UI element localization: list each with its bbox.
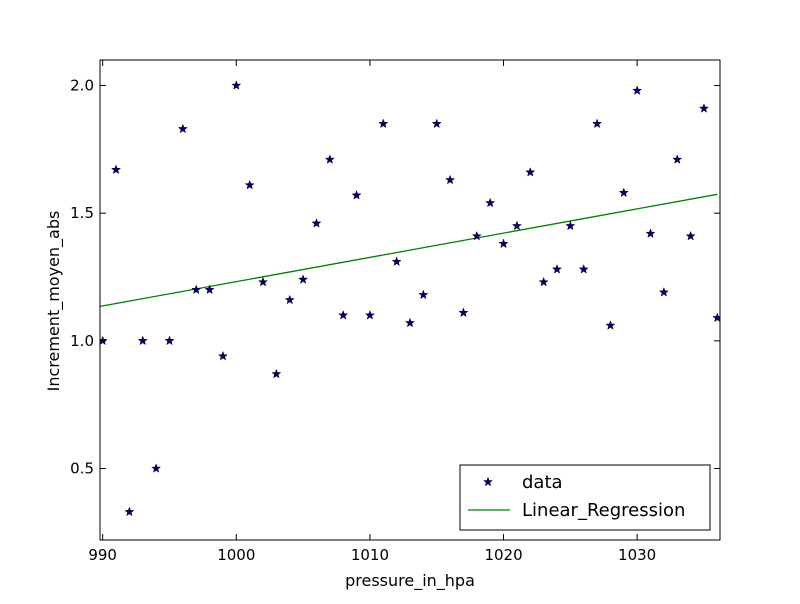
data-point (191, 284, 202, 295)
data-point (137, 335, 148, 346)
data-point (124, 506, 135, 517)
data-point (672, 154, 683, 164)
data-point (351, 189, 362, 200)
data-point (338, 309, 349, 320)
data-point (605, 320, 616, 330)
data-point (204, 284, 215, 295)
data-point (698, 103, 710, 113)
data-point (298, 274, 309, 284)
legend-box (459, 464, 711, 531)
data-point (311, 218, 322, 228)
legend: data Linear_Regression (459, 464, 711, 531)
data-point (511, 220, 522, 231)
data-point (525, 167, 536, 177)
x-tick-label: 1030 (618, 546, 656, 564)
data-point (404, 317, 416, 328)
data-point (551, 264, 563, 274)
legend-marker-data (482, 476, 494, 487)
data-point (538, 276, 549, 287)
data-point (565, 220, 576, 231)
data-point (485, 197, 496, 208)
data-point (284, 294, 295, 305)
y-tick-label: 1.5 (70, 204, 94, 222)
data-point (151, 463, 162, 473)
plot-frame (99, 59, 721, 541)
data-point (445, 174, 456, 185)
data-point (324, 154, 335, 164)
data-point (271, 368, 282, 379)
data-point (591, 118, 603, 129)
legend-label-data: data (522, 472, 563, 493)
data-point (658, 287, 669, 297)
data-point (471, 230, 482, 241)
data-point (645, 228, 656, 238)
data-point (712, 312, 720, 323)
data-point (217, 350, 229, 361)
data-point (164, 335, 175, 346)
y-axis-label: Increment_moyen_abs (44, 211, 64, 392)
plot-area (100, 80, 720, 517)
x-tick-label: 1010 (351, 546, 389, 564)
x-axis-label: pressure_in_hpa (345, 571, 475, 591)
data-point (618, 187, 629, 198)
data-point (364, 309, 375, 320)
data-point (177, 123, 188, 134)
data-point (431, 118, 442, 129)
data-point (578, 264, 589, 274)
x-tick-label: 1020 (484, 546, 522, 564)
data-point (632, 85, 643, 95)
data-point (257, 276, 269, 287)
x-tick-label: 1000 (217, 546, 255, 564)
data-point (110, 164, 122, 175)
data-point (418, 289, 429, 300)
data-point (458, 307, 469, 318)
axes: 990 1000 1010 1020 1030 0.5 1.0 1.5 2.0 (70, 59, 721, 564)
series-line-linear-regression (100, 193, 718, 308)
data-point (244, 179, 255, 190)
data-point (378, 118, 389, 129)
y-tick-label: 1.0 (70, 332, 94, 350)
data-point (498, 238, 509, 249)
y-tick-label: 0.5 (70, 460, 94, 478)
x-tick-label: 990 (88, 546, 117, 564)
data-point (231, 80, 242, 90)
data-point (685, 230, 696, 241)
legend-label-linear-regression: Linear_Regression (522, 500, 685, 521)
data-point (391, 256, 402, 267)
y-tick-label: 2.0 (70, 77, 94, 95)
